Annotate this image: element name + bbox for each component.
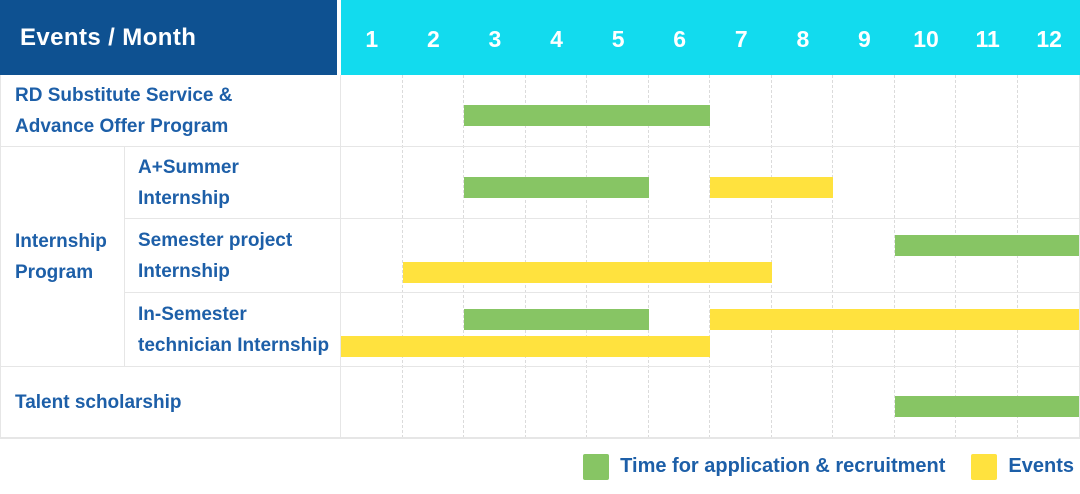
row-label-a-summer-internship: A+Summer Internship (125, 147, 341, 219)
legend-item-application-recruitment: Time for application & recruitment (583, 453, 946, 480)
month-label-11: 11 (975, 26, 1000, 52)
row-label-semester-project-internship: Semester project Internship (125, 219, 341, 293)
group-label-line: Program (15, 261, 94, 283)
row-label-line: technician Internship (138, 334, 330, 356)
month-label-5: 5 (611, 26, 625, 52)
month-label-6: 6 (673, 26, 687, 52)
month-label-3: 3 (488, 26, 502, 52)
row-label-line: Internship (138, 260, 230, 282)
month-label-1: 1 (365, 26, 379, 52)
month-header-row: 1 2 3 4 5 6 7 8 9 10 11 12 (341, 0, 1080, 75)
row-label-line: A+Summer (138, 156, 239, 178)
yellow-swatch-icon (971, 453, 998, 480)
legend-item-events: Events (971, 453, 1074, 480)
row-label-in-semester-technician-internship: In-Semester technician Internship (125, 293, 341, 367)
row-label-talent-scholarship: Talent scholarship (1, 367, 341, 438)
green-gantt-bar (894, 235, 1079, 257)
row-label-line: Advance Offer Program (15, 115, 229, 137)
month-label-2: 2 (426, 26, 440, 52)
header-title: Events / Month (20, 23, 197, 51)
schedule-body: RD Substitute Service & Advance Offer Pr… (0, 75, 1080, 439)
chart-row-rd-substitute (341, 75, 1079, 147)
legend-label: Events (1008, 455, 1074, 477)
group-label-internship-program: Internship Program (1, 147, 125, 367)
header-divider (337, 0, 341, 75)
chart-row-in-semester-technician-internship (341, 293, 1079, 367)
table-header-row: Events / Month 1 2 3 4 5 6 7 8 9 10 11 12 (0, 0, 1080, 75)
green-gantt-bar (894, 396, 1079, 418)
green-gantt-bar (464, 176, 649, 198)
row-label-line: Semester project (138, 229, 293, 251)
group-label-line: Internship (15, 230, 107, 252)
chart-row-semester-project-internship (341, 219, 1079, 293)
row-label-line: In-Semester (138, 303, 247, 325)
green-swatch-icon (583, 453, 610, 480)
row-label-rd-substitute: RD Substitute Service & Advance Offer Pr… (1, 75, 341, 147)
month-label-7: 7 (734, 26, 748, 52)
chart-row-a-summer-internship (341, 147, 1079, 219)
month-label-4: 4 (550, 26, 563, 52)
legend: Time for application & recruitment Event… (0, 439, 1080, 494)
month-label-12: 12 (1036, 26, 1062, 52)
row-label-line: RD Substitute Service & (15, 84, 233, 106)
row-label-line: Talent scholarship (15, 391, 182, 413)
month-label-8: 8 (796, 26, 810, 52)
yellow-gantt-bar (402, 262, 772, 284)
header-events-month-cell: Events / Month (0, 0, 337, 75)
month-label-10: 10 (913, 26, 939, 52)
month-label-9: 9 (858, 26, 871, 52)
yellow-gantt-bar (710, 176, 833, 198)
legend-label: Time for application & recruitment (620, 455, 946, 477)
green-gantt-bar (464, 309, 649, 331)
chart-row-talent-scholarship (341, 367, 1079, 438)
green-gantt-bar (464, 104, 710, 126)
row-label-line: Internship (138, 187, 230, 209)
yellow-gantt-bar (341, 336, 710, 358)
yellow-gantt-bar (710, 309, 1079, 331)
